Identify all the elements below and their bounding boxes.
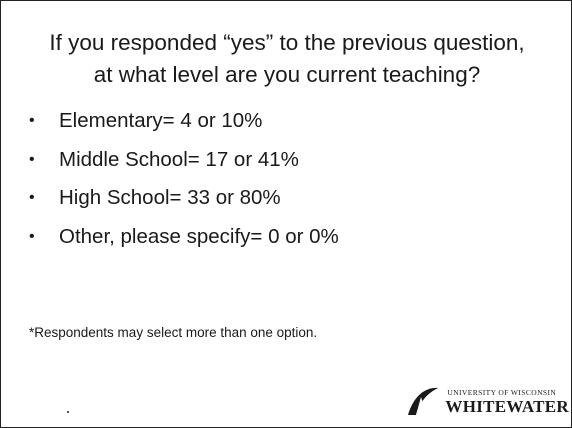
- list-item-middle-school: • Middle School= 17 or 41%: [25, 148, 339, 172]
- university-logo: University of Wisconsin WHITEWATER: [404, 385, 569, 419]
- slide-title: If you responded “yes” to the previous q…: [21, 27, 553, 91]
- footnote: *Respondents may select more than one op…: [29, 325, 318, 340]
- uw-whitewater-w-mark-icon: [408, 387, 439, 415]
- bullet-icon: •: [29, 189, 35, 206]
- list-item-text: Other, please specify= 0 or 0%: [59, 224, 339, 248]
- list-item-high-school: • High School= 33 or 80%: [25, 186, 339, 210]
- response-list: • Elementary= 4 or 10% • Middle School= …: [25, 109, 339, 263]
- logo-wordmark: University of Wisconsin WHITEWATER: [445, 389, 569, 416]
- list-item-text: Elementary= 4 or 10%: [59, 109, 263, 132]
- logo-title: WHITEWATER: [445, 397, 569, 417]
- bullet-icon: •: [29, 227, 35, 245]
- slide-title-line-1: If you responded “yes” to the previous q…: [49, 30, 525, 55]
- slide-title-line-2: at what level are you current teaching?: [93, 62, 481, 87]
- bullet-icon: •: [29, 112, 35, 129]
- list-item-text: Middle School= 17 or 41%: [59, 147, 299, 171]
- logo-subtitle: University of Wisconsin: [447, 387, 557, 397]
- scan-speck: [67, 411, 69, 413]
- list-item-elementary: • Elementary= 4 or 10%: [25, 109, 339, 133]
- list-item-text: High School= 33 or 80%: [59, 186, 281, 209]
- bullet-icon: •: [29, 150, 35, 168]
- list-item-other: • Other, please specify= 0 or 0%: [25, 225, 339, 249]
